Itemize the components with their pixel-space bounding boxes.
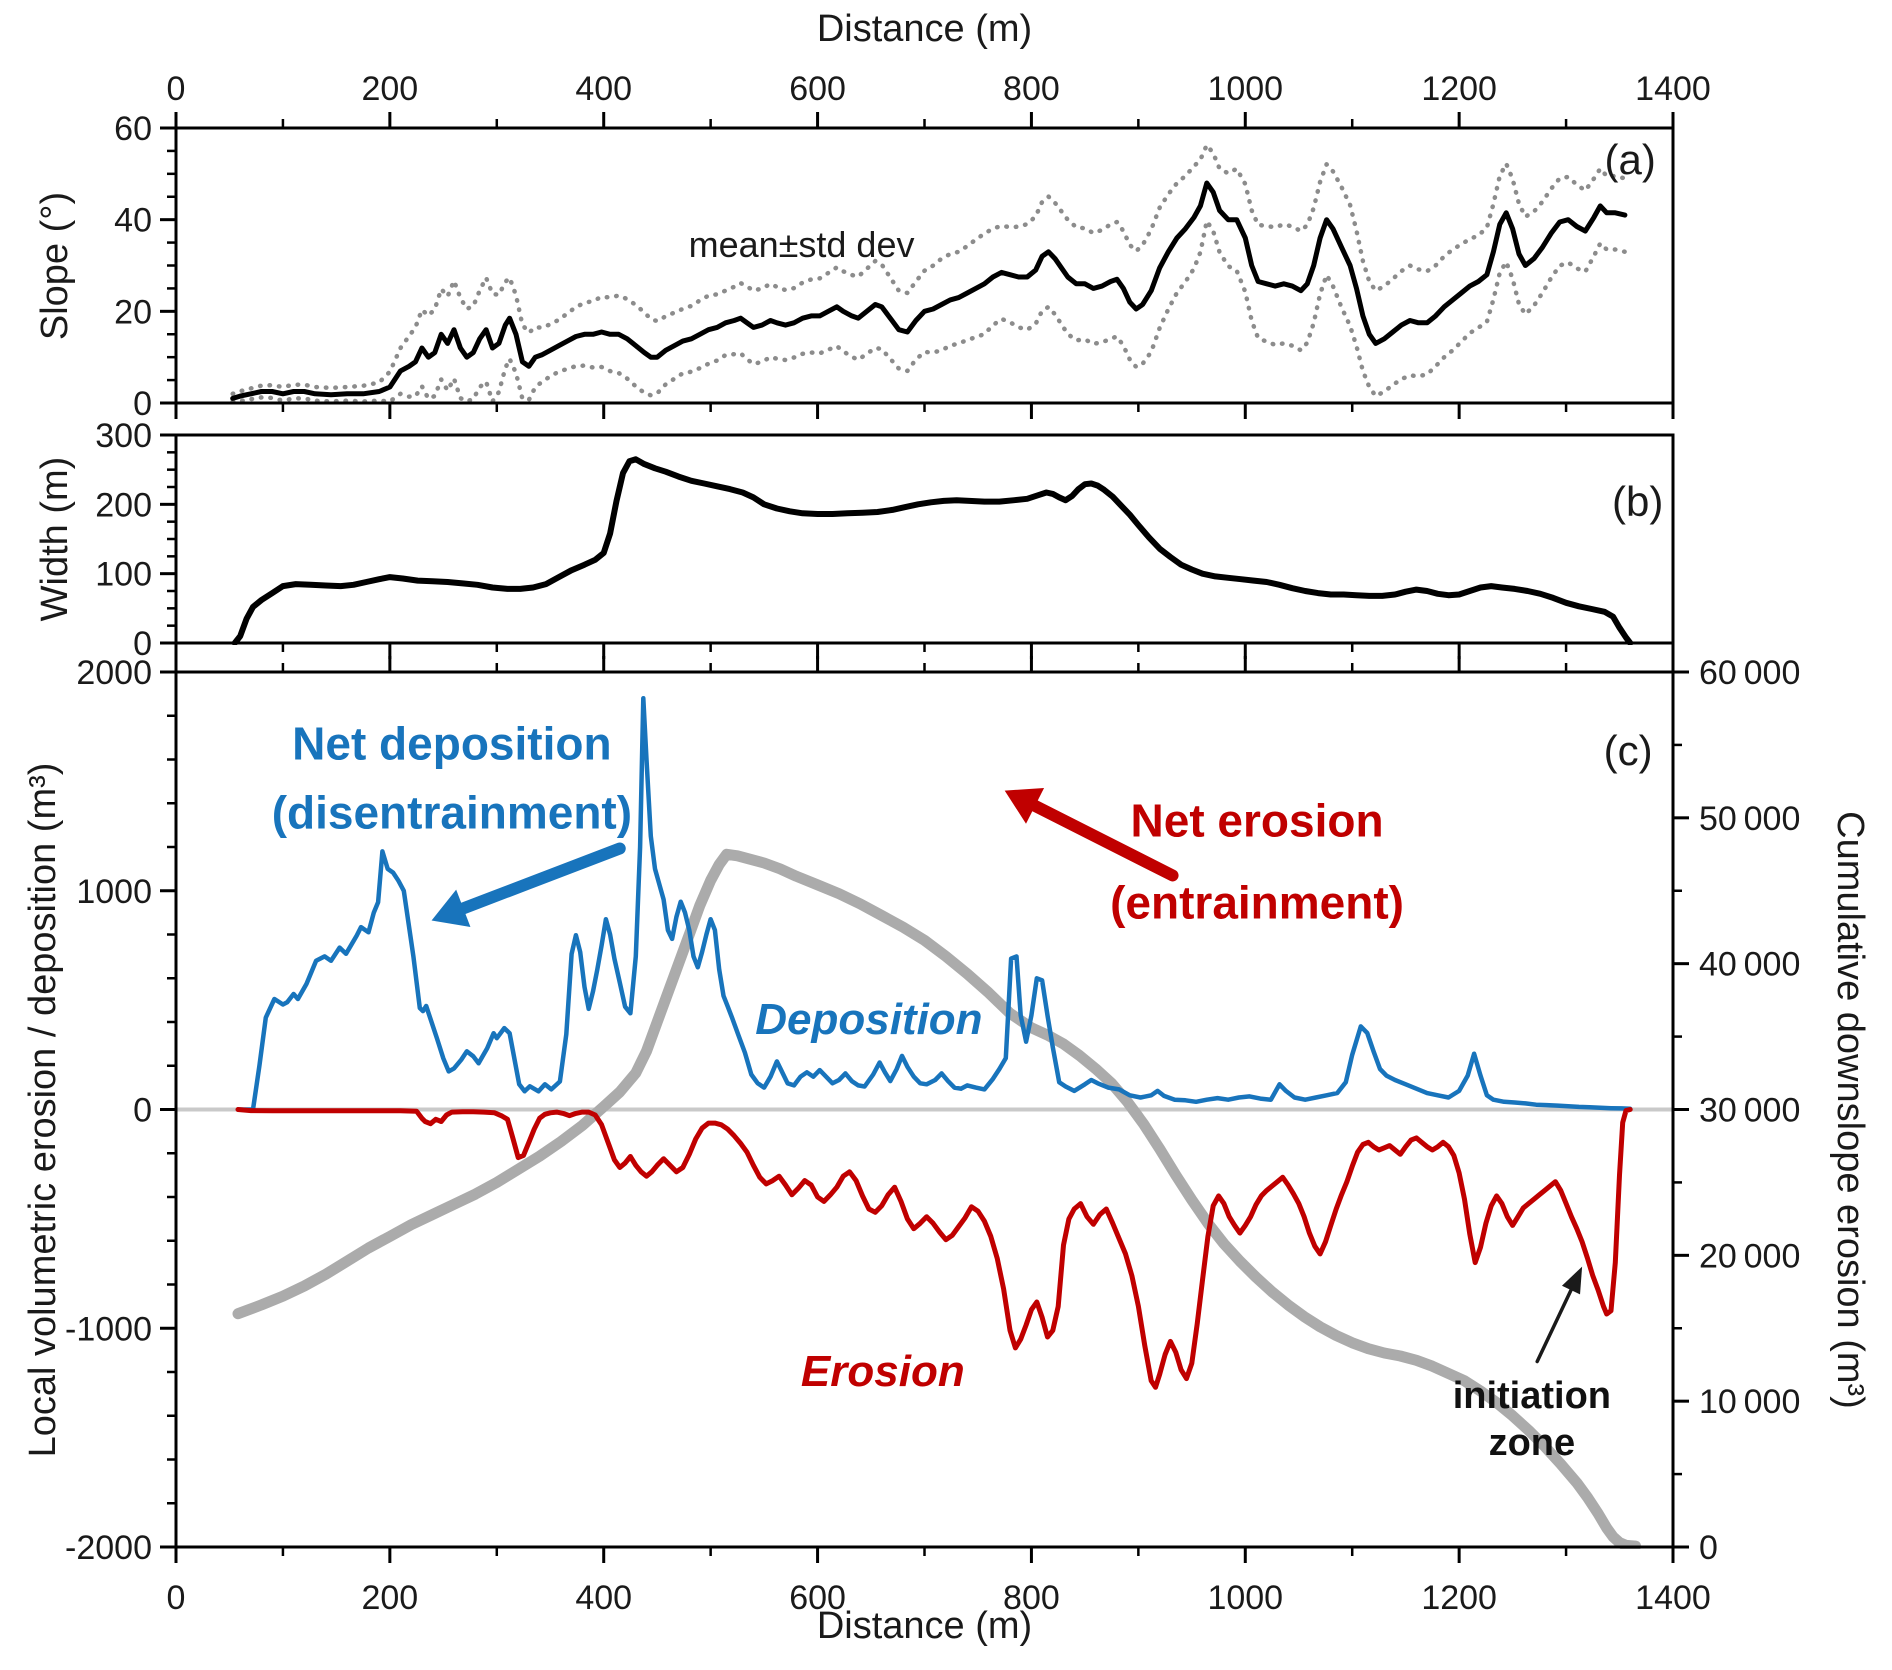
panel-c-letter: (c) <box>1603 726 1653 774</box>
top-axis-title: Distance (m) <box>816 8 1033 51</box>
panel-c-right-tick-label: 0 <box>1699 1529 1718 1567</box>
bottom-x-tick-label: 1400 <box>1635 1579 1711 1617</box>
panel-b-y-axis-label: Width (m) <box>34 456 77 622</box>
slope-mean-curve <box>230 180 1628 401</box>
initiation-zone-label-line2: zone <box>1488 1421 1576 1464</box>
deposition-curve <box>235 696 1633 1112</box>
panel-c-left-tick-label: -1000 <box>65 1310 152 1348</box>
net-deposition-label-line2: (disentrainment) <box>271 786 633 839</box>
cumulative-erosion-curve <box>232 848 1642 1549</box>
bottom-x-tick-label: 400 <box>575 1579 632 1617</box>
panel-a-y-tick-label: 60 <box>114 110 152 148</box>
panel-c-right-tick-label: 20 000 <box>1699 1237 1800 1275</box>
net-erosion-label-line2: (entrainment) <box>1110 876 1404 929</box>
panel-a-letter: (a) <box>1604 135 1656 183</box>
bottom-x-tick-label: 800 <box>1003 1579 1060 1617</box>
red-arrow-head <box>1004 788 1045 824</box>
panel-b-y-tick-label: 200 <box>95 486 152 524</box>
width-curve <box>231 456 1634 645</box>
panel-c-left-tick-label: 1000 <box>76 873 152 911</box>
top-x-tick-label: 0 <box>167 70 186 108</box>
panel-a-y-axis-label: Slope (°) <box>34 191 77 340</box>
erosion-curve <box>235 1107 1633 1390</box>
panel-c-left-tick-label: -2000 <box>65 1529 152 1567</box>
initiation-zone-label-line1: initiation <box>1452 1374 1611 1417</box>
panel-c-left-axis-label: Local volumetric erosion / deposition (m… <box>22 762 65 1457</box>
black-arrow-head <box>1561 1266 1583 1295</box>
panel-c-left-tick-label: 2000 <box>76 654 152 692</box>
bottom-x-tick-label: 0 <box>167 1579 186 1617</box>
bottom-axis-title: Distance (m) <box>816 1605 1033 1648</box>
top-x-tick-label: 1400 <box>1635 70 1711 108</box>
bottom-x-tick-label: 1000 <box>1207 1579 1283 1617</box>
panel-b-y-tick-label: 300 <box>95 417 152 455</box>
panel-c-right-tick-label: 40 000 <box>1699 946 1800 984</box>
panel-c-right-tick-label: 60 000 <box>1699 654 1800 692</box>
panel-a-y-tick-label: 40 <box>114 202 152 240</box>
net-deposition-label-line1: Net deposition <box>292 717 612 770</box>
panel-c-right-tick-label: 50 000 <box>1699 800 1800 838</box>
blue-arrow-head <box>431 889 471 928</box>
top-x-tick-label: 200 <box>361 70 418 108</box>
panel-a-y-tick-label: 20 <box>114 293 152 331</box>
deposition-curve-label: Deposition <box>755 995 983 1045</box>
red-arrow-shaft <box>1029 799 1179 882</box>
panel-b-y-tick-label: 100 <box>95 556 152 594</box>
mean-std-annotation: mean±std dev <box>688 224 915 266</box>
panel-b-letter: (b) <box>1612 478 1664 526</box>
top-x-tick-label: 600 <box>789 70 846 108</box>
panel-b-y-tick-label: 0 <box>133 625 152 663</box>
black-arrow-shaft <box>1535 1288 1573 1364</box>
top-x-tick-label: 1000 <box>1207 70 1283 108</box>
panel-a-frame <box>174 126 1675 405</box>
net-erosion-label-line1: Net erosion <box>1130 794 1384 847</box>
top-x-tick-label: 400 <box>575 70 632 108</box>
bottom-x-tick-label: 200 <box>361 1579 418 1617</box>
panel-c-right-tick-label: 30 000 <box>1699 1092 1800 1130</box>
bottom-x-tick-label: 600 <box>789 1579 846 1617</box>
panel-c-left-tick-label: 0 <box>133 1092 152 1130</box>
top-x-tick-label: 800 <box>1003 70 1060 108</box>
panel-a-y-tick-label: 0 <box>133 385 152 423</box>
panel-c-right-axis-label: Cumulative downslope erosion (m³) <box>1828 810 1871 1409</box>
panel-c-right-tick-label: 10 000 <box>1699 1383 1800 1421</box>
top-x-tick-label: 1200 <box>1421 70 1497 108</box>
blue-arrow-shaft <box>457 842 626 915</box>
slope-upper-std-curve <box>230 142 1628 397</box>
erosion-curve-label: Erosion <box>800 1346 965 1396</box>
panel-b-frame <box>174 433 1675 645</box>
bottom-x-tick-label: 1200 <box>1421 1579 1497 1617</box>
slope-lower-std-curve <box>230 218 1628 404</box>
